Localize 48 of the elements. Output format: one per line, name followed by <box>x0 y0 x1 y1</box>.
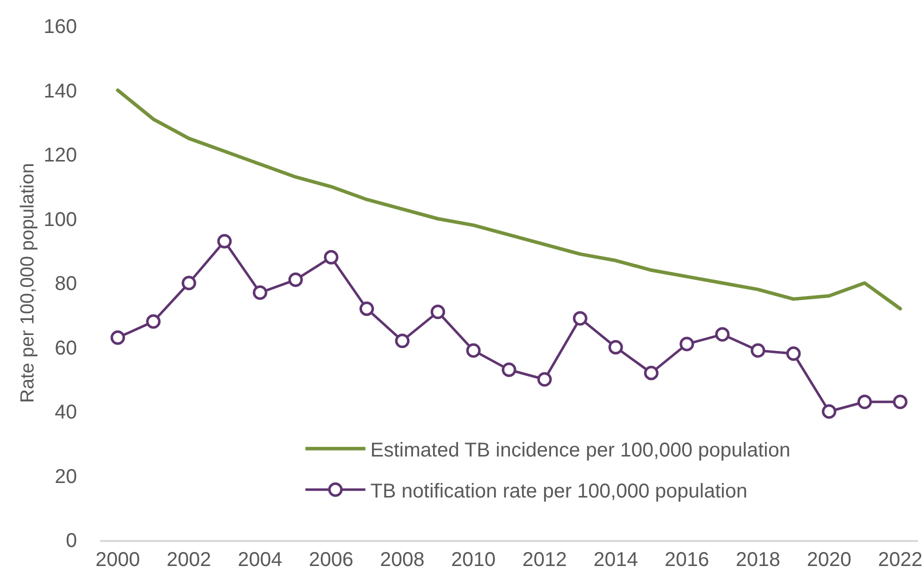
y-tick-label: 120 <box>44 144 77 166</box>
y-tick-label: 160 <box>44 16 77 38</box>
point <box>680 336 694 352</box>
point <box>786 346 801 361</box>
legend-label: TB notification rate per 100,000 population <box>370 480 748 502</box>
point <box>324 250 338 265</box>
point <box>502 362 516 377</box>
y-tick-label: 80 <box>54 273 77 295</box>
point <box>146 314 161 329</box>
x-tick-label: 2002 <box>166 548 212 571</box>
x-tick-label: 2018 <box>736 548 780 571</box>
x-tick-label: 2008 <box>380 548 425 571</box>
x-tick-label: 2020 <box>806 548 852 571</box>
point <box>430 304 446 320</box>
x-tick-label: 2004 <box>238 548 282 571</box>
point <box>288 272 303 288</box>
point <box>892 394 908 410</box>
point <box>822 404 836 419</box>
point <box>110 330 126 345</box>
line-series <box>116 88 902 310</box>
y-tick-label: 40 <box>54 402 77 424</box>
x-tick-label: 2014 <box>593 548 638 571</box>
x-tick-label: 2000 <box>96 548 140 571</box>
x-tick-label: 2016 <box>664 548 710 571</box>
point <box>359 301 374 316</box>
y-tick-label: 60 <box>54 337 77 360</box>
point <box>537 372 552 387</box>
point <box>182 276 196 290</box>
point <box>572 311 588 326</box>
x-tick-label: 2022 <box>878 548 922 571</box>
y-tick-label: 100 <box>44 208 77 231</box>
point <box>252 285 268 300</box>
point <box>857 394 872 410</box>
point <box>466 343 481 358</box>
point <box>608 340 623 354</box>
y-tick-label: 0 <box>66 530 77 552</box>
point <box>217 234 232 248</box>
point <box>715 327 730 342</box>
x-tick-label: 2010 <box>451 548 496 571</box>
x-tick-label: 2012 <box>522 548 567 571</box>
point <box>644 366 659 380</box>
y-axis-title: Rate per 100,000 population <box>17 163 38 403</box>
legend-label: Estimated TB incidence per 100,000 population <box>370 439 790 462</box>
point <box>395 334 410 348</box>
point <box>750 343 766 358</box>
y-tick-label: 140 <box>44 80 77 102</box>
x-tick-label: 2006 <box>308 548 354 571</box>
y-tick-label: 20 <box>54 466 77 488</box>
